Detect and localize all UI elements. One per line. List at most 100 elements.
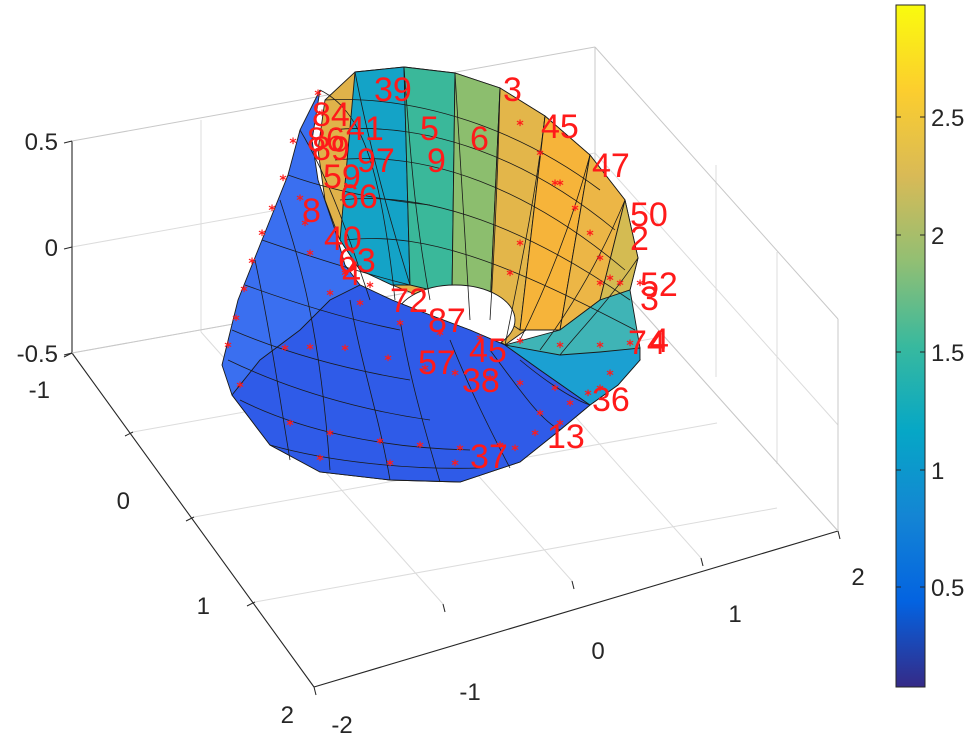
point-marker: * [556,418,564,434]
point-marker: * [636,278,644,294]
point-marker: * [586,228,594,244]
point-label: 5 [420,110,439,148]
colorbar-tick-label: 2 [931,223,944,250]
point-marker: * [531,428,539,444]
point-label: 3 [503,71,522,109]
colorbar-tick-label: 1 [931,458,944,485]
y-tick-labels: -1 0 1 2 [29,377,294,729]
point-marker: * [341,343,349,359]
mesh-lines [227,66,639,483]
point-marker: * [416,440,424,456]
point-label: 50 [630,196,668,234]
colorbar-tick-label: 2.5 [931,105,964,132]
point-marker: * [456,443,464,459]
point-marker: * [496,440,504,456]
point-marker: * [289,136,297,152]
point-marker: * [596,383,604,399]
point-label: 66 [340,178,378,216]
point-marker: * [356,298,364,314]
colorbar-ticks [896,116,925,588]
surface-right-flange [504,344,641,406]
point-marker: * [506,268,514,284]
point-marker: * [306,248,314,264]
point-marker: * [516,336,524,352]
point-marker: * [376,436,384,452]
point-label: 13 [547,418,585,456]
point-marker: * [451,368,459,384]
point-marker: * [486,373,494,389]
point-marker: * [326,288,334,304]
point-label: 41 [346,110,384,148]
tick-marks [63,140,841,696]
point-label: 87 [428,302,466,340]
point-label: 63 [338,242,376,280]
point-marker: * [236,380,244,396]
point-marker: * [556,340,564,356]
point-label: 38 [462,362,500,400]
x-tick-label: 2 [851,564,864,591]
point-marker: * [366,280,374,296]
point-marker: * [318,108,326,124]
point-label: 9 [427,142,446,180]
point-label: 59 [323,158,361,196]
point-label: 2 [630,220,649,258]
point-label: 40 [324,220,362,258]
point-label: 47 [592,147,630,185]
point-marker: * [566,398,574,414]
point-label: 89 [312,130,350,168]
point-marker: * [584,388,592,404]
x-tick-label: -1 [459,679,480,706]
point-markers: * * * * * * * * * * * * * * * * * * * * * * * * * * * * * * * * * * * * * * * *… [224,88,644,474]
y-tick-label: 2 [281,702,294,729]
point-marker: * [516,238,524,254]
point-marker: * [396,318,404,334]
point-label: 45 [469,332,507,370]
point-marker: * [551,178,559,194]
colorbar-gradient [895,4,926,688]
z-tick-label: -0.5 [17,341,58,368]
point-marker: * [516,378,524,394]
z-tick-labels: 0.5 0 -0.5 [17,129,58,368]
point-label: 84 [312,96,350,134]
point-label: 97 [357,142,395,180]
y-tick-label: 0 [117,488,130,515]
point-marker: * [551,383,559,399]
point-marker: * [596,253,604,269]
point-marker: * [268,203,276,219]
colorbar-tick-label: 0.5 [931,575,964,602]
colorbar: 0.5 1 1.5 2 2.5 [895,4,964,688]
point-marker: * [451,458,459,474]
point-label: 4 [650,322,669,360]
point-marker: * [616,278,624,294]
point-marker: * [596,278,604,294]
point-label: 3 [640,280,659,318]
y-tick-label: -1 [29,377,50,404]
point-marker: * [421,363,429,379]
point-marker: * [326,428,334,444]
point-marker: * [306,342,314,358]
point-label: 45 [541,108,579,146]
point-label: 57 [418,344,456,382]
point-label: 37 [470,438,508,476]
point-label: 72 [390,282,428,320]
point-marker: * [606,273,614,289]
point-marker: * [281,343,289,359]
y-tick-label: 1 [197,593,210,620]
x-tick-labels: -2 -1 0 1 2 [331,564,864,739]
point-marker: * [386,458,394,474]
x-tick-label: 0 [591,638,604,665]
point-marker: * [316,453,324,469]
point-marker: * [516,118,524,134]
point-label: 36 [592,381,630,419]
point-marker: * [536,408,544,424]
point-label: 86 [307,121,345,159]
point-marker: * [571,203,579,219]
point-marker: * [248,256,256,272]
point-marker: * [606,368,614,384]
point-marker: * [232,313,240,329]
point-marker: * [296,193,304,209]
point-marker: * [556,178,564,194]
point-label: 39 [374,71,412,109]
